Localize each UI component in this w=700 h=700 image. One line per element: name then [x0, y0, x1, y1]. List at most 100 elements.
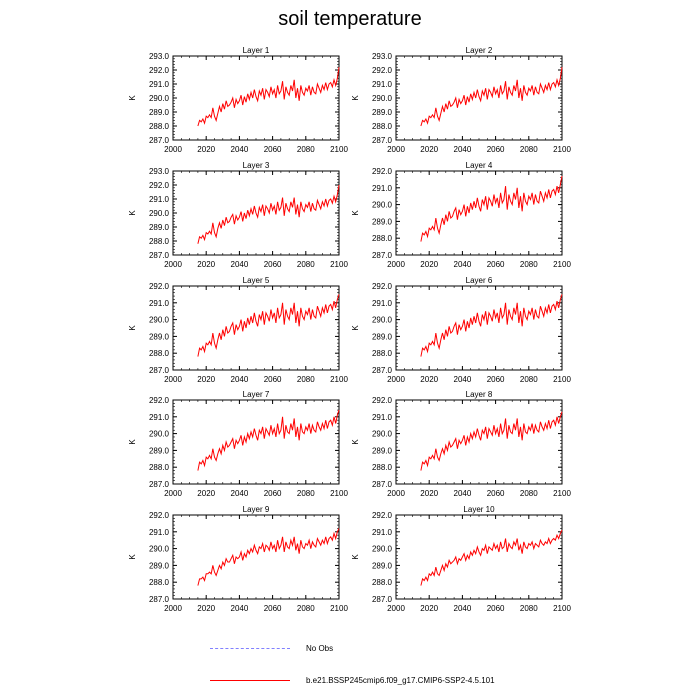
y-tick-label: 288.0 [372, 122, 393, 131]
series-line [197, 294, 340, 357]
y-tick-label: 287.0 [149, 136, 170, 145]
y-axis-label: K [351, 554, 360, 560]
x-tick-label: 2040 [454, 604, 472, 613]
x-tick-label: 2020 [197, 260, 215, 269]
figure-title: soil temperature [278, 8, 422, 30]
legend-label-model: b.e21.BSSP245cmip6.f09_g17.CMIP6-SSP2-4.… [306, 676, 495, 685]
plot-frame [395, 55, 563, 141]
plot-frame [395, 514, 563, 600]
legend-label-no-obs: No Obs [306, 644, 334, 653]
y-tick-label: 288.0 [149, 237, 170, 246]
x-tick-label: 2040 [231, 260, 249, 269]
y-tick-label: 288.0 [372, 578, 393, 587]
y-tick-label: 291.0 [149, 80, 170, 89]
y-axis-label: K [128, 325, 137, 331]
y-tick-label: 293.0 [372, 52, 393, 61]
y-tick-label: 289.0 [149, 223, 170, 232]
x-tick-label: 2020 [197, 489, 215, 498]
y-tick-label: 290.0 [149, 545, 170, 554]
x-tick-label: 2040 [454, 145, 472, 154]
panel-title: Layer 4 [466, 161, 493, 170]
x-tick-label: 2060 [264, 375, 282, 384]
series-line [420, 175, 563, 242]
x-tick-label: 2060 [487, 375, 505, 384]
x-tick-label: 2000 [387, 489, 405, 498]
x-tick-label: 2060 [487, 489, 505, 498]
y-tick-label: 287.0 [149, 595, 170, 604]
x-tick-label: 2100 [553, 145, 571, 154]
y-tick-label: 288.0 [372, 463, 393, 472]
x-tick-label: 2080 [520, 260, 538, 269]
x-tick-label: 2100 [330, 375, 348, 384]
x-tick-label: 2000 [387, 375, 405, 384]
legend-item-no-obs: No Obs [210, 641, 670, 657]
x-tick-label: 2060 [264, 604, 282, 613]
x-tick-label: 2080 [297, 145, 315, 154]
y-axis-label: K [128, 554, 137, 560]
plot-frame [172, 514, 340, 600]
y-tick-label: 288.0 [149, 578, 170, 587]
x-tick-label: 2080 [520, 604, 538, 613]
y-tick-label: 291.0 [149, 299, 170, 308]
x-tick-label: 2020 [420, 604, 438, 613]
y-tick-label: 292.0 [149, 282, 170, 291]
y-tick-label: 291.0 [149, 413, 170, 422]
series-line [197, 528, 340, 586]
y-tick-label: 292.0 [149, 66, 170, 75]
panel-title: Layer 1 [243, 46, 270, 55]
y-tick-label: 288.0 [149, 463, 170, 472]
panel-layer-1: Layer 1 K 287.0 288.0 289.0 290.0 291.0 292.0 29… [128, 46, 348, 154]
series-line [197, 184, 340, 244]
y-tick-label: 291.0 [372, 80, 393, 89]
y-tick-label: 290.0 [149, 316, 170, 325]
series-line [420, 294, 563, 357]
y-tick-label: 293.0 [149, 52, 170, 61]
panel-layer-3: Layer 3 K 287.0 288.0 289.0 290.0 291.0 292.0 29… [128, 161, 348, 269]
x-tick-label: 2000 [164, 489, 182, 498]
y-tick-label: 293.0 [149, 167, 170, 176]
x-tick-label: 2040 [454, 375, 472, 384]
plot-frame [395, 170, 563, 256]
y-axis-label: K [351, 325, 360, 331]
y-tick-label: 287.0 [149, 480, 170, 489]
y-tick-label: 292.0 [372, 66, 393, 75]
y-tick-label: 288.0 [149, 349, 170, 358]
x-tick-label: 2080 [297, 375, 315, 384]
plot-frame [395, 399, 563, 485]
y-tick-label: 290.0 [372, 201, 393, 210]
y-tick-label: 290.0 [372, 94, 393, 103]
x-tick-label: 2020 [420, 375, 438, 384]
plot-frame [172, 399, 340, 485]
panel-title: Layer 5 [243, 276, 270, 285]
x-tick-label: 2060 [264, 489, 282, 498]
y-tick-label: 290.0 [149, 430, 170, 439]
x-tick-label: 2080 [520, 489, 538, 498]
x-tick-label: 2100 [330, 489, 348, 498]
y-tick-label: 287.0 [372, 366, 393, 375]
y-tick-label: 288.0 [372, 349, 393, 358]
y-tick-label: 289.0 [372, 446, 393, 455]
y-tick-label: 287.0 [372, 251, 393, 260]
x-tick-label: 2100 [553, 260, 571, 269]
x-tick-label: 2040 [231, 604, 249, 613]
x-tick-label: 2000 [164, 145, 182, 154]
y-tick-label: 289.0 [149, 108, 170, 117]
x-tick-label: 2000 [387, 145, 405, 154]
y-axis-label: K [351, 95, 360, 101]
y-tick-label: 289.0 [372, 561, 393, 570]
y-tick-label: 292.0 [372, 511, 393, 520]
x-tick-label: 2020 [420, 489, 438, 498]
panel-title: Layer 6 [466, 276, 493, 285]
panel-title: Layer 3 [243, 161, 270, 170]
x-tick-label: 2100 [330, 145, 348, 154]
panel-title: Layer 10 [463, 505, 495, 514]
x-tick-label: 2040 [231, 375, 249, 384]
panel-title: Layer 2 [466, 46, 493, 55]
y-tick-label: 292.0 [149, 511, 170, 520]
x-tick-label: 2080 [297, 489, 315, 498]
y-tick-label: 292.0 [372, 167, 393, 176]
y-tick-label: 292.0 [372, 396, 393, 405]
x-tick-label: 2020 [197, 145, 215, 154]
y-tick-label: 288.0 [372, 234, 393, 243]
panel-layer-8: Layer 8 K 287.0 288.0 289.0 290.0 291.0 292.0 20… [351, 390, 571, 498]
